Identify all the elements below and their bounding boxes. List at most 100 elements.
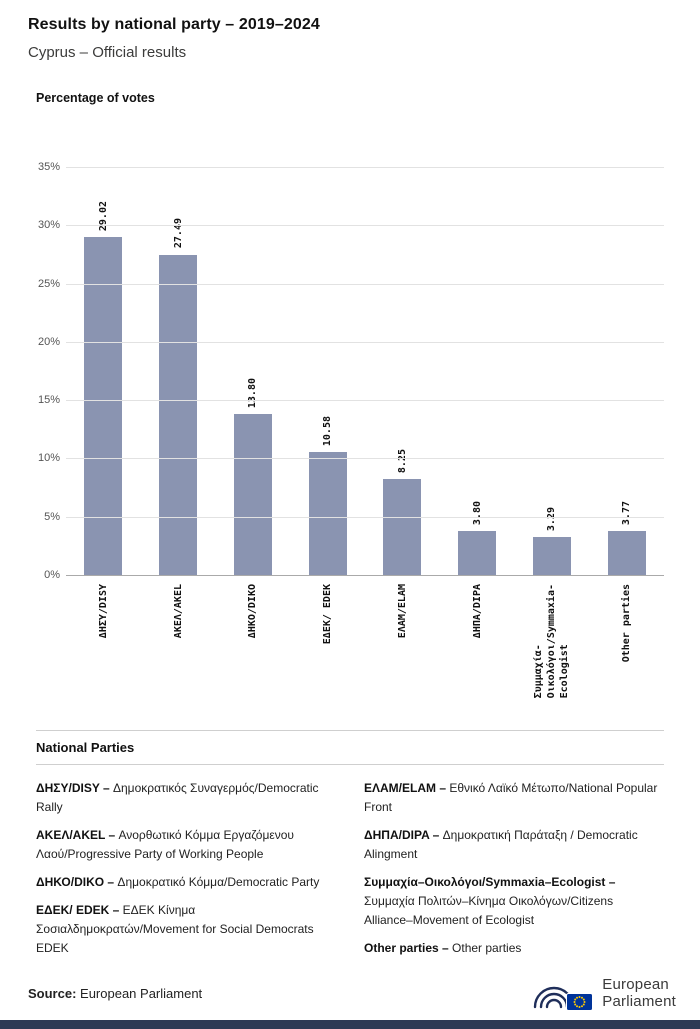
gridline [66,400,664,402]
bar-slot: 29.02 [66,167,141,575]
bar-slot: 10.58 [290,167,365,575]
bar-value-label: 10.58 [322,415,334,446]
party-description: Εθνικό Λαϊκό Μέτωπο/National Popular Fro… [364,781,658,814]
party-name: Other parties – [364,941,453,955]
source-value: European Parliament [80,985,203,1001]
bar-value-label: 27.49 [172,218,184,249]
x-axis-slot: ΕΔΕΚ/ EDEK [290,576,365,718]
ep-logo-text: European Parliament [602,976,676,1010]
bar-value-label: 3.77 [621,500,633,526]
x-axis-category-label: ΔΗΠΑ/DIPA [471,584,483,639]
bar-slot: 3.77 [589,167,664,575]
party-name: ΔΗΣΥ/DISY – [36,781,113,795]
x-axis-slot: Other parties [589,576,664,718]
party-legend-entry: Other parties – Other parties [364,939,664,958]
party-legend-column-left: ΔΗΣΥ/DISY – Δημοκρατικός Συναγερμός/Demo… [36,779,336,967]
bar [458,530,497,575]
x-axis-slot: Συμμαχία- Οικολόγοι/Symmaxia- Ecologist [515,576,590,718]
ep-logo-text-line2: Parliament [602,993,676,1010]
x-axis-slot: ΕΛΑΜ/ELAM [365,576,440,718]
bar-slot: 3.29 [515,167,590,575]
party-legend-entry: ΑΚΕΛ/AKEL – Ανορθωτικό Κόμμα Εργαζόμενου… [36,826,336,864]
bar-value-label: 8.25 [396,448,408,473]
party-name: ΔΗΚΟ/DIKO – [36,875,118,889]
y-axis-tick-label: 15% [37,394,60,407]
party-description: Δημοκρατικός Συναγερμός/Democratic Rally [36,781,319,814]
x-axis-category-label: Συμμαχία- Οικολόγοι/Symmaxia- Ecologist [533,584,571,699]
bar [607,531,646,575]
source-line: Source: European Parliament [28,986,202,1001]
page-subtitle: Cyprus – Official results [28,44,187,61]
y-axis-tick-label: 10% [37,452,60,465]
party-description: Ανορθωτικό Κόμμα Εργαζόμενου Λαού/Progre… [36,828,294,861]
party-legend-entry: Συμμαχία–Οικολόγοι/Symmaxia–Ecologist – … [364,873,664,930]
party-legend-entry: ΕΛΑΜ/ELAM – Εθνικό Λαϊκό Μέτωπο/National… [364,779,664,817]
bar-slot: 13.80 [216,167,291,575]
bar [159,254,198,575]
bottom-strip [0,1020,700,1029]
bar-value-label: 13.80 [247,378,259,409]
x-axis-category-label: ΑΚΕΛ/AKEL [172,584,184,639]
page-header: Results by national party – 2019–2024 Cy… [0,0,700,61]
x-axis-slot: ΔΗΚΟ/DIKO [216,576,291,718]
european-parliament-logo: European Parliament [530,975,676,1011]
bars-container: 29.02 27.49 13.80 10.58 8.25 3.80 3.29 3.77 [66,167,664,575]
y-axis-tick-label: 5% [44,510,60,523]
party-name: ΑΚΕΛ/AKEL – [36,828,119,842]
party-legend-entry: ΕΔΕΚ/ EDEK – ΕΔΕΚ Κίνημα Σοσιαλδημοκρατώ… [36,901,336,958]
y-axis-tick-label: 35% [37,161,60,173]
page-title: Results by national party – 2019–2024 [28,16,320,33]
x-axis-slot: ΑΚΕΛ/AKEL [141,576,216,718]
x-axis-category-label: Other parties [621,584,633,663]
gridline [66,516,664,518]
x-axis-category-label: ΕΛΑΜ/ELAM [396,584,408,639]
x-axis-slot: ΔΗΠΑ/DIPA [440,576,515,718]
y-axis-tick-label: 20% [37,335,60,348]
chart-axis-title: Percentage of votes [36,91,155,105]
chart-plot-area: 29.02 27.49 13.80 10.58 8.25 3.80 3.29 3.77 0% 5… [38,161,664,581]
party-description: Δημοκρατικό Κόμμα/Democratic Party [117,875,320,889]
eu-flag-icon [566,993,594,1011]
party-legend-entry: ΔΗΚΟ/DIKO – Δημοκρατικό Κόμμα/Democratic… [36,873,336,892]
party-description: Συμμαχία Πολιτών–Κίνημα Οικολόγων/Citize… [364,894,614,927]
gridline [66,341,664,343]
x-axis-category-label: ΔΗΚΟ/DIKO [247,584,259,639]
party-description: Other parties [452,941,522,955]
party-name: Συμμαχία–Οικολόγοι/Symmaxia–Ecologist – [364,875,616,889]
national-parties-heading: National Parties [36,730,664,765]
party-description: Δημοκρατική Παράταξη / Democratic Alingm… [364,828,638,861]
party-legend-entry: ΔΗΣΥ/DISY – Δημοκρατικός Συναγερμός/Demo… [36,779,336,817]
national-parties-section: National Parties ΔΗΣΥ/DISY – Δημοκρατικό… [36,730,664,967]
ep-logo-text-line1: European [602,976,669,993]
source-label: Source: [28,985,77,1001]
y-axis-tick-label: 30% [37,219,60,232]
x-axis-category-label: ΕΔΕΚ/ EDEK [322,584,334,645]
y-axis-tick-label: 25% [37,277,60,290]
gridline [66,225,664,227]
bar-value-label: 3.80 [471,500,483,525]
bar [233,414,272,575]
bar [532,536,571,575]
bar [308,451,347,575]
party-legend-column-right: ΕΛΑΜ/ELAM – Εθνικό Λαϊκό Μέτωπο/National… [364,779,664,967]
bar-value-label: 3.29 [546,506,558,531]
bar-slot: 27.49 [141,167,216,575]
footer: Source: European Parliament [28,975,676,1011]
bar [383,478,422,575]
gridline [66,458,664,460]
party-legend-entry: ΔΗΠΑ/DIPA – Δημοκρατική Παράταξη / Democ… [364,826,664,864]
bar-chart: 29.02 27.49 13.80 10.58 8.25 3.80 3.29 3.77 0% 5… [36,161,664,718]
gridline [66,283,664,285]
bar-slot: 8.25 [365,167,440,575]
party-description: ΕΔΕΚ Κίνημα Σοσιαλδημοκρατών/Movement fo… [36,903,314,955]
party-legend-columns: ΔΗΣΥ/DISY – Δημοκρατικός Συναγερμός/Demo… [36,779,664,967]
bar [84,236,123,575]
x-axis-category-label: ΔΗΣΥ/DISY [97,584,109,639]
x-axis-labels-row: ΔΗΣΥ/DISY ΑΚΕΛ/AKEL ΔΗΚΟ/DIKO ΕΔΕΚ/ EDEK ΕΛΑ… [66,576,664,718]
party-name: ΕΔΕΚ/ EDEK – [36,903,123,917]
party-name: ΕΛΑΜ/ELAM – [364,781,450,795]
y-axis-tick-label: 0% [44,569,60,581]
party-name: ΔΗΠΑ/DIPA – [364,828,443,842]
gridline [66,167,664,168]
